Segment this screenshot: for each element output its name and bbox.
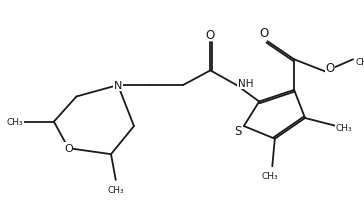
Text: CH₃: CH₃ xyxy=(356,58,364,66)
Text: O: O xyxy=(64,143,73,153)
Text: CH₃: CH₃ xyxy=(107,185,124,194)
Text: O: O xyxy=(325,62,335,74)
Text: O: O xyxy=(206,29,215,42)
Text: CH₃: CH₃ xyxy=(7,118,23,126)
Text: O: O xyxy=(259,27,268,40)
Text: CH₃: CH₃ xyxy=(262,171,278,180)
Text: CH₃: CH₃ xyxy=(336,124,352,132)
Text: S: S xyxy=(234,124,242,137)
Text: N: N xyxy=(114,81,122,91)
Text: NH: NH xyxy=(238,79,253,89)
